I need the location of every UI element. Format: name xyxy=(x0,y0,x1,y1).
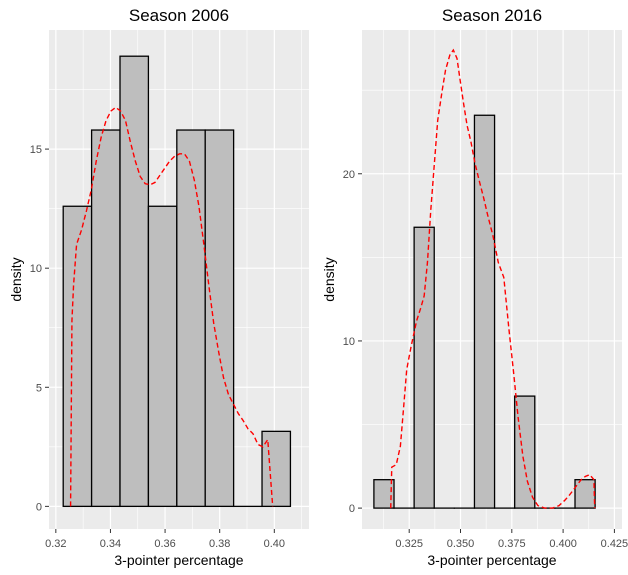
panel-season-2016: 0.325 0.350 0.375 0.400 0.425 0 10 20 Season 20… xyxy=(321,6,628,568)
histogram-bar xyxy=(574,479,596,509)
y-tick-label: 10 xyxy=(30,263,42,275)
panel-season-2006: 0.32 0.34 0.36 0.38 0.40 0 5 10 15 Season 2006 3… xyxy=(8,6,309,568)
x-tick-label: 0.36 xyxy=(154,538,175,550)
density-curve-group xyxy=(69,106,274,507)
y-axis-label: density xyxy=(8,257,24,301)
histogram-bar xyxy=(90,129,121,508)
y-tick-label: 20 xyxy=(343,169,355,181)
y-tick-label: 0 xyxy=(36,501,42,513)
x-tick-label: 0.375 xyxy=(498,538,526,550)
histogram-bar xyxy=(473,114,496,509)
chart-title: Season 2006 xyxy=(129,6,229,25)
histogram-bars xyxy=(62,55,292,508)
histogram-bar xyxy=(62,205,93,508)
density-curve-group xyxy=(390,48,596,509)
histogram-bars xyxy=(373,114,596,509)
x-axis-label: 3-pointer percentage xyxy=(427,552,556,568)
x-tick-label: 0.325 xyxy=(395,538,423,550)
chart-title: Season 2016 xyxy=(442,6,542,25)
axis-ticks: 0.32 0.34 0.36 0.38 0.40 0 5 10 15 xyxy=(30,144,285,550)
y-tick-label: 15 xyxy=(30,144,42,156)
x-tick-label: 0.32 xyxy=(45,538,66,550)
x-tick-label: 0.400 xyxy=(549,538,577,550)
histogram-bar xyxy=(514,395,536,509)
histogram-bar xyxy=(373,479,395,509)
y-tick-label: 10 xyxy=(343,336,355,348)
axis-ticks: 0.325 0.350 0.375 0.400 0.425 0 10 20 xyxy=(343,169,628,550)
x-tick-label: 0.425 xyxy=(601,538,628,550)
histogram-bar xyxy=(204,129,235,508)
histogram-bar xyxy=(176,129,206,508)
y-tick-label: 5 xyxy=(36,382,42,394)
x-tick-label: 0.40 xyxy=(264,538,285,550)
x-axis-label: 3-pointer percentage xyxy=(114,552,243,568)
x-tick-label: 0.350 xyxy=(447,538,475,550)
histogram-bar xyxy=(147,205,178,508)
y-tick-label: 0 xyxy=(349,503,355,515)
histogram-bar xyxy=(119,55,150,508)
x-tick-label: 0.34 xyxy=(100,538,121,550)
y-axis-label: density xyxy=(321,257,337,301)
density-curve xyxy=(390,48,596,509)
histogram-bar xyxy=(413,226,435,509)
density-curve xyxy=(69,106,274,507)
x-tick-label: 0.38 xyxy=(209,538,230,550)
histogram-bar xyxy=(261,430,292,508)
